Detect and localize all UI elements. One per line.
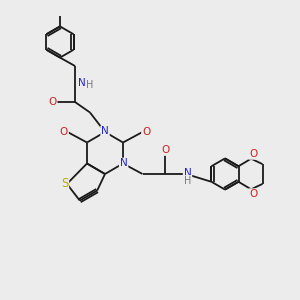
Text: O: O (249, 189, 257, 199)
Text: O: O (249, 149, 257, 159)
Text: N: N (78, 77, 86, 88)
Text: O: O (60, 127, 68, 137)
Text: H: H (86, 80, 94, 90)
Text: O: O (142, 127, 150, 137)
Text: N: N (120, 158, 128, 169)
Text: S: S (61, 177, 68, 190)
Text: N: N (101, 126, 109, 136)
Text: H: H (184, 176, 191, 186)
Text: N: N (184, 167, 191, 178)
Text: O: O (161, 145, 169, 155)
Text: O: O (48, 97, 57, 107)
